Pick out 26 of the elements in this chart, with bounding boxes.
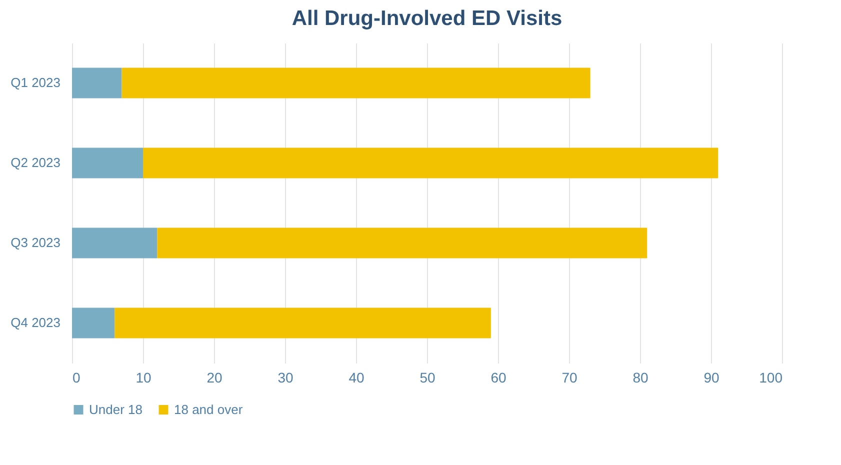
bar — [72, 228, 158, 258]
bar — [72, 308, 115, 338]
x-tick-label: 50 — [420, 370, 436, 386]
x-tick-label: 0 — [72, 370, 80, 386]
bar — [143, 148, 718, 178]
x-tick-label: 30 — [278, 370, 294, 386]
x-tick-label: 20 — [206, 370, 222, 386]
y-tick-label: Q2 2023 — [10, 155, 60, 170]
bar — [122, 68, 590, 98]
x-tick-label: 60 — [490, 370, 506, 386]
bar — [72, 148, 143, 178]
bar — [114, 308, 491, 338]
x-tick-label: 70 — [562, 370, 578, 386]
legend-label: 18 and over — [174, 402, 244, 417]
y-tick-label: Q3 2023 — [10, 235, 60, 250]
x-tick-label: 90 — [704, 370, 720, 386]
x-tick-label: 40 — [348, 370, 364, 386]
y-tick-label: Q4 2023 — [10, 315, 60, 330]
bar — [157, 228, 648, 258]
x-tick-label: 100 — [759, 370, 783, 386]
chart-title: All Drug-Involved ED Visits — [292, 7, 562, 30]
x-tick-label: 10 — [136, 370, 152, 386]
x-tick-label: 80 — [632, 370, 648, 386]
bar — [72, 68, 122, 98]
legend-label: Under 18 — [89, 402, 142, 417]
y-tick-label: Q1 2023 — [10, 75, 60, 90]
